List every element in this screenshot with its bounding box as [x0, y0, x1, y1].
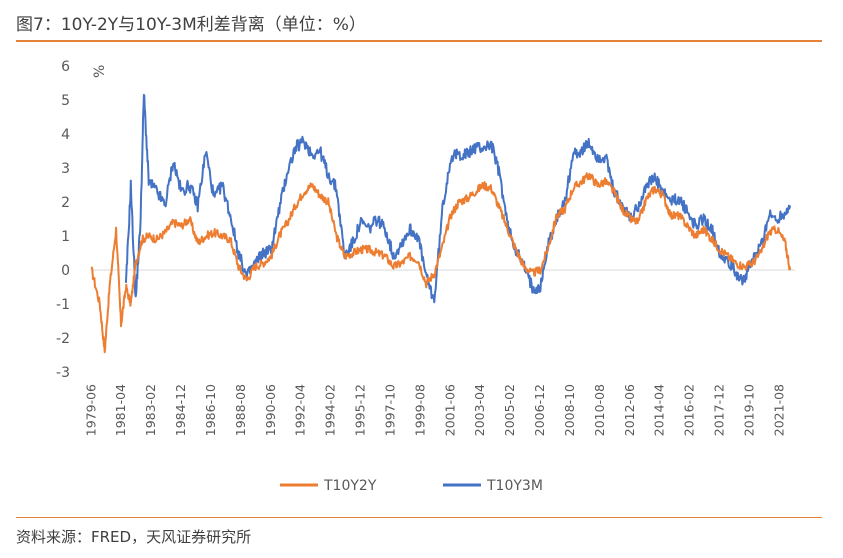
series-line-t10y2y — [90, 172, 792, 354]
x-tick-label: 2001-06 — [442, 384, 457, 436]
y-tick-label: -1 — [56, 297, 70, 313]
x-tick-label: 2006-12 — [532, 384, 547, 436]
y-tick-label: 3 — [61, 161, 70, 177]
line-chart: 6 5 4 3 2 1 0 -1 -2 -3 % 1979-06 1981-04 1983-02 198… — [56, 59, 795, 494]
x-tick-label: 2010-08 — [592, 384, 607, 436]
x-tick-label: 1999-08 — [412, 384, 427, 436]
legend-label-t10y2y: T10Y2Y — [323, 478, 377, 494]
x-tick-label: 1986-10 — [203, 384, 218, 436]
x-tick-label: 2019-10 — [741, 384, 756, 436]
series-line-t10y3m — [124, 93, 792, 304]
x-tick-label: 1979-06 — [83, 384, 98, 436]
x-tick-label: 1983-02 — [143, 384, 158, 436]
y-tick-label: -2 — [56, 331, 70, 347]
footer-divider — [16, 517, 822, 518]
x-tick-label: 2008-10 — [562, 384, 577, 436]
x-tick-label: 1981-04 — [113, 384, 128, 436]
x-tick-label: 2017-12 — [712, 384, 727, 436]
x-tick-label: 2021-08 — [771, 384, 786, 436]
x-tick-label: 2014-04 — [652, 384, 667, 436]
x-tick-label: 2012-06 — [622, 384, 637, 436]
y-tick-label: 6 — [61, 59, 70, 75]
x-tick-label: 2005-02 — [502, 384, 517, 436]
y-tick-label: 4 — [61, 127, 70, 143]
y-tick-label: 0 — [61, 263, 70, 279]
figure-title: 图7：10Y-2Y与10Y-3M利差背离（单位：%） — [16, 15, 366, 35]
y-tick-label: -3 — [56, 365, 70, 381]
legend-label-t10y3m: T10Y3M — [486, 478, 543, 494]
x-tick-label: 1994-02 — [323, 384, 338, 436]
x-tick-label: 1990-06 — [263, 384, 278, 436]
x-tick-label: 1988-08 — [233, 384, 248, 436]
y-tick-label: 5 — [61, 93, 70, 109]
x-tick-label: 1984-12 — [173, 384, 188, 436]
y-axis-unit-label: % — [92, 65, 108, 78]
y-tick-label: 1 — [61, 229, 70, 245]
title-divider — [16, 40, 822, 42]
x-tick-label: 2016-02 — [682, 384, 697, 436]
x-tick-label: 1997-10 — [382, 384, 397, 436]
y-tick-label: 2 — [61, 195, 70, 211]
x-tick-label: 2003-04 — [472, 384, 487, 436]
x-tick-label: 1995-12 — [353, 384, 368, 436]
source-note: 资料来源：FRED，天风证券研究所 — [16, 528, 252, 546]
x-tick-label: 1992-04 — [293, 384, 308, 436]
